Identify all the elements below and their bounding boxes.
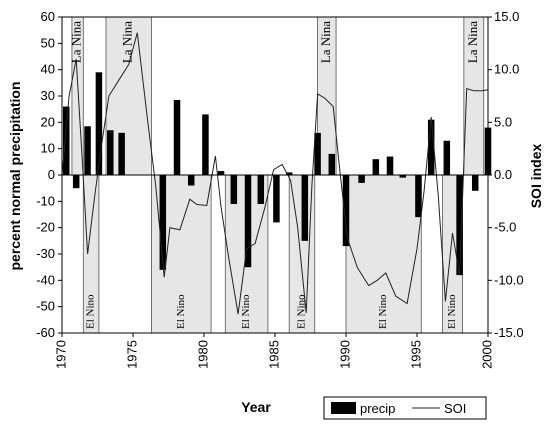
- y-right-tick-label: -15.0: [494, 325, 524, 340]
- episode-label-el-nino: El Nino: [175, 294, 187, 329]
- soi-line: [61, 32, 489, 315]
- y-right-tick-label: -5.0: [494, 220, 516, 235]
- precip-bar: [456, 175, 463, 276]
- precip-bar: [399, 175, 407, 178]
- precip-bar: [84, 126, 91, 175]
- precip-bar: [314, 132, 321, 175]
- y-left-tick-label: -40: [36, 272, 55, 287]
- precip-bar: [63, 106, 70, 175]
- precip-bar: [244, 175, 252, 268]
- episode-label-el-nino: El Nino: [446, 294, 458, 329]
- precip-bar: [118, 132, 125, 175]
- precip-bars: [63, 72, 492, 276]
- y-left-tick-label: 0: [48, 167, 55, 182]
- y-left-tick-label: -30: [36, 246, 55, 261]
- axes: 60 50 40 30 20 10 0 -10 -20 -30 -40 -50 -60 15.0 10.0 5…: [36, 9, 523, 369]
- precip-bar: [443, 140, 451, 175]
- x-tick-label: 2000: [479, 340, 494, 369]
- y-left-tick-label: 20: [41, 114, 55, 129]
- x-axis-title: Year: [241, 399, 271, 415]
- episode-label-la-nina: La Nina: [465, 21, 480, 63]
- precip-bar: [301, 175, 309, 241]
- precip-bar: [415, 175, 422, 218]
- legend: precip SOI: [323, 396, 487, 420]
- y-left-tick-label: -50: [36, 299, 55, 314]
- precip-bar: [257, 175, 265, 204]
- precip-bar: [95, 72, 103, 175]
- y-left-tick-label: -60: [36, 325, 55, 340]
- legend-box: [323, 396, 487, 420]
- y-right-tick-label: 10.0: [494, 62, 519, 77]
- episode-label-el-nino: El Nino: [296, 294, 308, 329]
- precip-bar: [372, 159, 380, 175]
- y-left-tick-label: -10: [36, 193, 55, 208]
- precip-bar: [328, 153, 336, 175]
- y-left-tick-label: 60: [41, 9, 55, 24]
- x-tick-label: 1970: [53, 340, 68, 369]
- precip-bar: [386, 156, 394, 175]
- y-right-tick-label: 0.0: [494, 167, 512, 182]
- precip-bar: [358, 175, 365, 183]
- episode-label-el-nino: El Nino: [377, 294, 389, 329]
- y-left-tick-label: 30: [41, 88, 55, 103]
- episode-band-la-nina: [105, 16, 152, 176]
- precip-bar: [273, 175, 280, 223]
- y-right-tick-label: -10.0: [494, 272, 524, 287]
- precip-bar: [471, 175, 479, 191]
- precip-bar: [202, 114, 209, 175]
- episode-label-la-nina: La Nina: [120, 21, 135, 63]
- precip-bar: [72, 175, 80, 189]
- precip-bar: [217, 171, 225, 175]
- precip-bar: [230, 175, 238, 204]
- y-left-tick-label: -20: [36, 220, 55, 235]
- y-axis-left-title: percent normal precipitation: [7, 81, 23, 270]
- y-left-tick-label: 50: [41, 35, 55, 50]
- x-tick-label: 1975: [124, 340, 139, 369]
- x-tick-label: 1990: [337, 340, 352, 369]
- episode-label-el-nino: El Nino: [240, 294, 252, 329]
- x-tick-label: 1980: [195, 340, 210, 369]
- precip-bar: [159, 175, 167, 270]
- x-tick-label: 1985: [266, 340, 281, 369]
- episode-label-la-nina: La Nina: [69, 21, 84, 63]
- y-left-tick-label: 10: [41, 141, 55, 156]
- episode-labels: La Nina El Nino La Nina El Nino El Nino El Ni…: [69, 21, 480, 329]
- precip-bar: [285, 172, 293, 175]
- precip-bar: [427, 119, 435, 175]
- legend-precip-swatch: [331, 402, 356, 414]
- episode-label-el-nino: El Nino: [85, 294, 97, 329]
- precip-bar: [173, 99, 181, 175]
- legend-soi-label: SOI: [444, 401, 466, 416]
- legend-precip-label: precip: [360, 401, 395, 416]
- precip-bar: [342, 175, 350, 247]
- precip-bar: [107, 130, 114, 175]
- episode-label-la-nina: La Nina: [318, 21, 333, 63]
- y-right-tick-label: 5.0: [494, 114, 512, 129]
- precip-bar: [187, 175, 195, 186]
- x-tick-label: 1995: [408, 340, 423, 369]
- y-axis-right-title: SOI index: [528, 144, 544, 209]
- y-left-tick-label: 40: [41, 62, 55, 77]
- y-right-tick-label: 15.0: [494, 9, 519, 24]
